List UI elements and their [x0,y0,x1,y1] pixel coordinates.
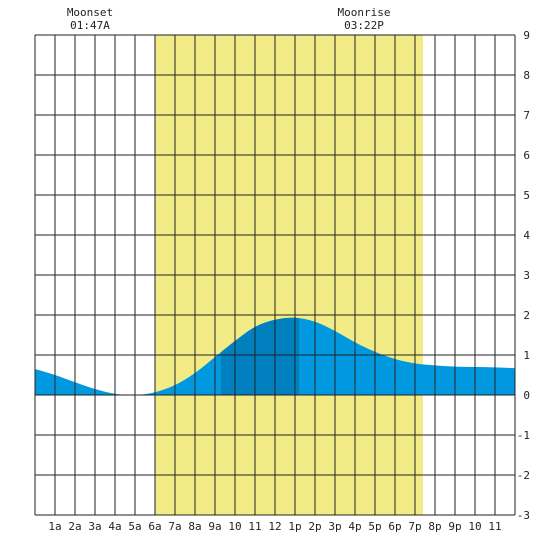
x-tick-label: 8a [188,520,201,533]
x-tick-label: 4a [108,520,121,533]
x-tick-label: 9a [208,520,221,533]
grid-layer [34,34,516,516]
x-tick-label: 3p [328,520,341,533]
y-tick-label: -3 [517,509,530,522]
x-tick-label: 6p [388,520,401,533]
y-tick-label: -1 [517,429,530,442]
moon-annotations: Moonset 01:47A Moonrise 03:22P [67,6,391,32]
y-tick-label: 0 [523,389,530,402]
x-tick-labels: 1a 2a 3a 4a 5a 6a 7a 8a 9a 10 11 12 1p 2p 3p 4p 5p 6p 7p 8p… [48,520,501,533]
y-tick-label: 3 [523,269,530,282]
y-tick-label: 5 [523,189,530,202]
y-tick-label: 4 [523,229,530,242]
y-tick-labels: 9 8 7 6 5 4 3 2 1 0 -1 -2 -3 [517,29,531,522]
x-tick-label: 3a [88,520,101,533]
moonset-time: 01:47A [70,19,110,32]
x-tick-label: 1a [48,520,61,533]
y-tick-label: 7 [523,109,530,122]
y-tick-label: 9 [523,29,530,42]
y-tick-label: 6 [523,149,530,162]
y-tick-label: 1 [523,349,530,362]
x-tick-label: 10 [468,520,481,533]
x-tick-label: 2p [308,520,321,533]
x-tick-label: 12 [268,520,281,533]
moonset-label: Moonset [67,6,113,19]
x-tick-label: 8p [428,520,441,533]
x-tick-label: 11 [488,520,501,533]
x-tick-label: 5p [368,520,381,533]
x-tick-label: 2a [68,520,81,533]
y-tick-label: 2 [523,309,530,322]
x-tick-label: 9p [448,520,461,533]
x-tick-label: 4p [348,520,361,533]
y-tick-label: 8 [523,69,530,82]
moonrise-label: Moonrise [338,6,391,19]
x-tick-label: 5a [128,520,141,533]
x-tick-label: 11 [248,520,261,533]
x-tick-label: 7a [168,520,181,533]
x-tick-label: 10 [228,520,241,533]
y-tick-label: -2 [517,469,530,482]
x-tick-label: 7p [408,520,421,533]
x-tick-label: 1p [288,520,301,533]
moonrise-time: 03:22P [344,19,384,32]
x-tick-label: 6a [148,520,161,533]
